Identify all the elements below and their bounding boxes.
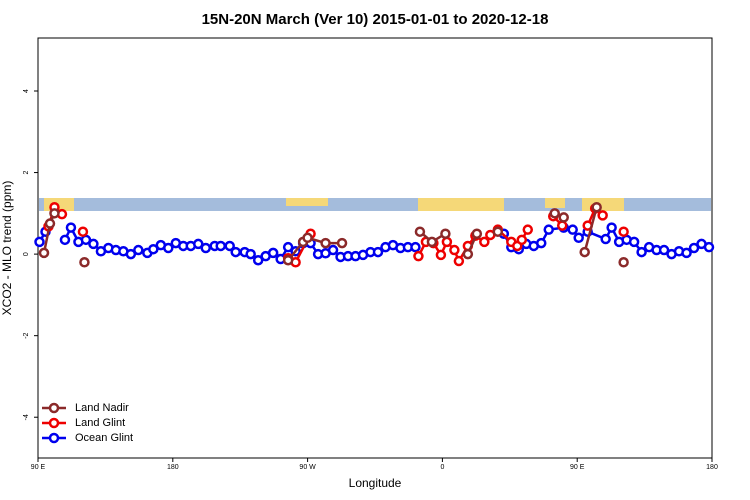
data-point [606,222,617,233]
y-tick-label: 2 [23,171,30,175]
data-point [449,244,460,256]
data-point [558,212,569,223]
y-tick-label: 0 [23,252,30,256]
data-point [441,236,453,248]
y-tick-label: 4 [23,89,30,93]
data-point [543,224,554,235]
x-tick-label: 0 [440,464,444,471]
legend: Land Nadir Land Glint Ocean Glint [42,402,133,444]
data-point [516,234,528,246]
data-point [426,236,438,248]
y-axis-label: XCO2 - MLO trend (ppm) [0,181,14,316]
data-point [703,241,715,253]
data-point [556,220,568,231]
data-point [492,226,504,237]
data-point [618,226,629,237]
data-point [658,244,670,256]
series [34,222,715,266]
land-patch [286,198,328,206]
data-point [215,240,226,252]
y-tick-label: -2 [23,332,30,338]
land-patch [582,198,624,211]
legend-label: Land Glint [75,417,125,429]
data-point [200,242,212,254]
data-point [38,247,50,259]
data-point [302,232,313,244]
data-point [591,201,602,213]
data-point [628,236,640,248]
legend-marker [48,417,60,429]
data-point [462,248,474,260]
y-tick-label: -4 [23,414,30,420]
data-point [573,232,584,244]
data-point [59,234,71,246]
data-point [49,208,60,219]
data-point [440,228,451,239]
x-tick-label: 180 [706,464,718,471]
data-point [133,244,144,256]
data-point [582,220,593,231]
data-point [88,238,99,250]
legend-marker [48,402,60,414]
x-axis-label: Longitude [349,476,402,490]
x-tick-label: 90 W [299,464,316,471]
data-point [597,210,608,221]
data-point [163,242,174,254]
data-point [252,254,264,266]
x-tick-label: 180 [167,464,179,471]
data-point [549,208,560,219]
data-point [600,233,611,245]
data-point [77,226,89,237]
data-point [230,246,241,258]
data-point [193,238,204,250]
map-strip [39,198,711,211]
data-point [681,247,692,259]
data-point [453,255,465,267]
data-point [79,257,90,268]
land-patch [418,198,504,211]
data-point [282,254,294,266]
data-point [245,248,256,260]
data-point [327,244,339,256]
data-point [479,236,490,248]
data-point [320,237,331,249]
data-point [636,246,647,258]
data-point [336,237,348,249]
data-point [688,242,700,254]
data-point [435,249,447,261]
data-point [125,248,137,260]
x-tick-label: 90 E [31,464,46,471]
data-point [267,247,279,259]
legend-marker [48,432,60,444]
data-point [536,237,547,249]
data-point [522,224,534,235]
x-tick-label: 90 E [570,464,585,471]
data-point [410,241,421,253]
data-point [618,257,629,268]
chart-title: 15N-20N March (Ver 10) 2015-01-01 to 202… [202,11,549,28]
data-point [579,246,590,258]
data-point [413,250,424,262]
legend-label: Land Nadir [75,402,129,414]
series [38,201,629,268]
data-point [44,218,56,229]
data-point [224,240,235,252]
data-point [65,222,77,233]
data-point [414,226,426,237]
data-point [282,241,294,253]
land-patch [545,198,565,208]
legend-label: Ocean Glint [75,432,133,444]
data-point [34,236,45,248]
ocean-strip [39,198,711,211]
data-point [567,224,578,235]
data-point [148,243,159,255]
data-point [372,246,384,258]
data-point [471,228,483,239]
